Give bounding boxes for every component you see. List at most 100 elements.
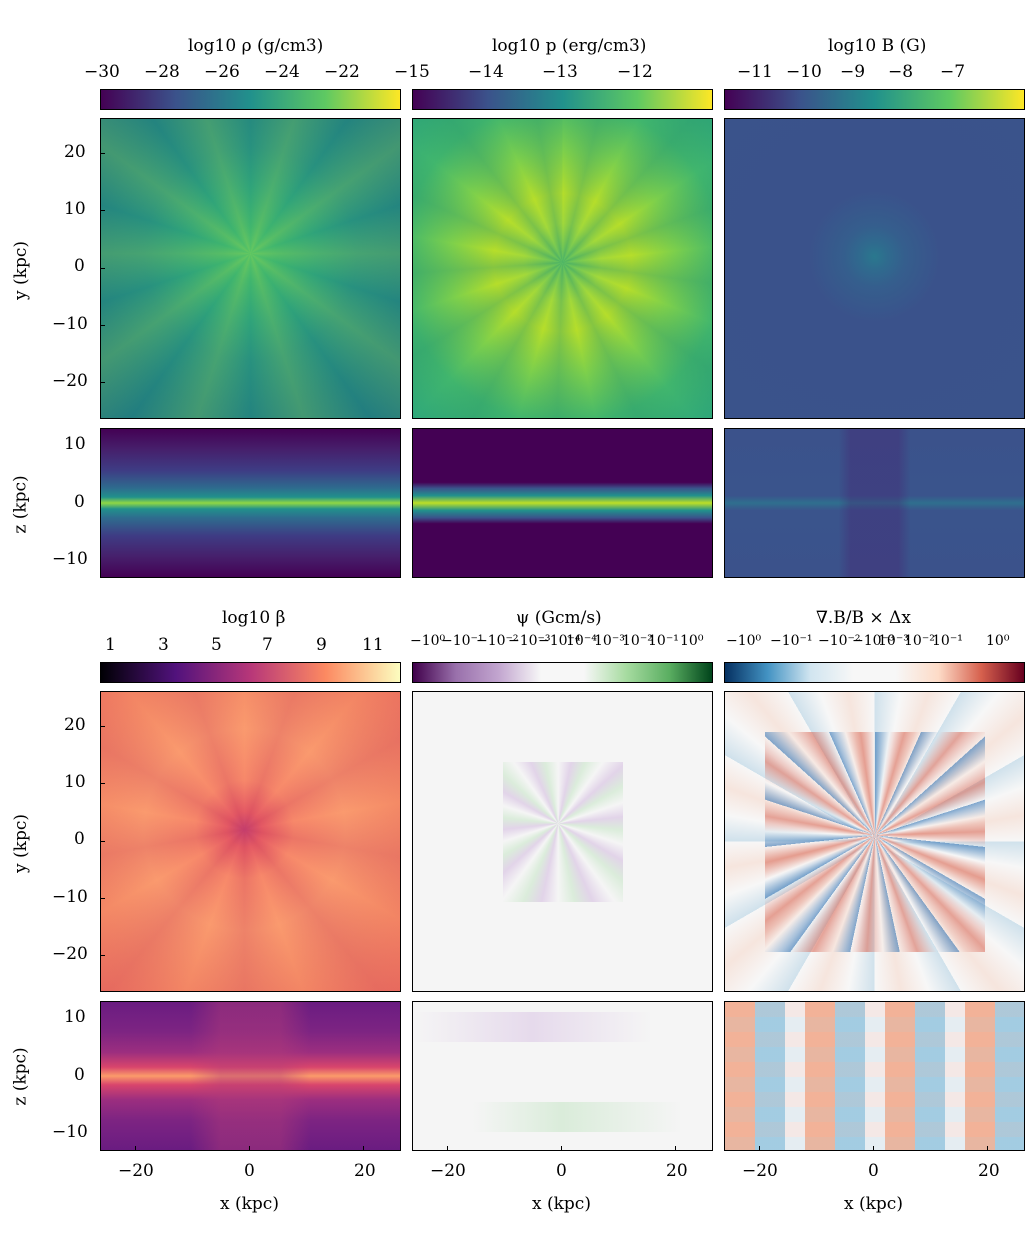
x-axis-label: x (kpc) [220,1194,279,1214]
y-axis-label: y (kpc) [10,241,31,300]
p-colorbar-title: log10 p (erg/cm3) [492,36,647,56]
x-tick-mark [363,1146,364,1151]
x-tick-label: 0 [556,1161,567,1181]
psi-cbar-tick: 10⁻² [622,633,653,649]
beta-cbar-tick: 5 [211,635,222,655]
psi-cbar-tick: −10⁻⁴ [538,633,581,649]
y-tick-label: 0 [74,256,85,276]
x-tick-mark [447,1146,448,1151]
psi-face-on-map [412,691,713,992]
y-tick-mark [100,210,105,211]
divb-cbar-tick: −10⁻¹ [770,633,813,649]
B-cbar-tick: −11 [737,62,773,82]
B-cbar-tick: −10 [786,62,822,82]
x-tick-mark [675,1146,676,1151]
z-tick-label: −10 [52,549,88,569]
rho-cbar-tick: −28 [144,62,180,82]
rho-cbar-tick: −26 [204,62,240,82]
x-tick-mark [249,1146,250,1151]
divb-cbar-tick: −10⁻³ [852,633,895,649]
x-tick-mark [561,1146,562,1151]
divb-face-on-map [724,691,1025,992]
rho-colorbar [100,89,401,110]
y-tick-mark [100,268,105,269]
divb-cbar-tick: −10⁻² [818,633,861,649]
rho-cbar-tick: −24 [264,62,300,82]
y-tick-mark [100,898,105,899]
beta-cbar-tick: 3 [158,635,169,655]
x-tick-mark [759,1146,760,1151]
B-colorbar-title: log10 B (G) [828,36,927,56]
x-axis-label: x (kpc) [844,1194,903,1214]
x-tick-label: 20 [978,1161,1000,1181]
x-tick-label: −20 [430,1161,466,1181]
psi-cbar-tick: −10⁻¹ [441,633,484,649]
beta-cbar-tick: 1 [105,635,116,655]
y-tick-label: 20 [64,715,86,735]
rho-edge-on-map [100,428,401,578]
x-tick-label: 20 [354,1161,376,1181]
B-face-on-map [724,118,1025,419]
z-tick-label: 0 [74,1065,85,1085]
y-tick-label: −20 [52,371,88,391]
psi-cbar-tick: −10⁻² [476,633,519,649]
z-axis-label: z (kpc) [10,1047,31,1106]
p-cbar-tick: −13 [542,62,578,82]
B-cbar-tick: −7 [940,62,966,82]
divb-cbar-tick: 10⁰ [986,633,1010,649]
x-tick-mark [135,1146,136,1151]
p-edge-on-map [412,428,713,578]
y-tick-mark [100,325,105,326]
y-tick-label: −10 [52,314,88,334]
y-axis-label: y (kpc) [10,814,31,873]
y-tick-label: 10 [64,772,86,792]
z-tick-label: −10 [52,1122,88,1142]
divb-cbar-tick: 10⁻³ [878,633,909,649]
psi-cbar-tick: 10⁻⁴ [566,633,597,649]
B-edge-on-map [724,428,1025,578]
p-face-on-map [412,118,713,419]
divb-edge-on-map [724,1001,1025,1151]
y-tick-label: 0 [74,829,85,849]
divb-cbar-tick: 10⁻² [904,633,935,649]
psi-cbar-tick: 10⁻³ [594,633,625,649]
beta-colorbar-title: log10 β [222,608,286,628]
x-tick-label: 0 [868,1161,879,1181]
psi-colorbar [412,662,713,683]
y-tick-label: −10 [52,887,88,907]
y-tick-mark [100,382,105,383]
z-tick-label: 10 [64,434,86,454]
y-tick-label: 20 [64,142,86,162]
x-tick-label: −20 [742,1161,778,1181]
rho-cbar-tick: −30 [84,62,120,82]
psi-colorbar-title: ψ (Gcm/s) [516,608,602,628]
psi-edge-on-map [412,1001,713,1151]
z-tick-label: 0 [74,492,85,512]
y-tick-mark [100,726,105,727]
rho-face-on-map [100,118,401,419]
psi-cbar-tick: −10⁻³ [508,633,551,649]
p-colorbar [412,89,713,110]
beta-colorbar [100,662,401,683]
p-cbar-tick: −14 [468,62,504,82]
y-tick-mark [100,783,105,784]
x-tick-label: 20 [666,1161,688,1181]
y-tick-mark [100,955,105,956]
rho-colorbar-title: log10 ρ (g/cm3) [188,36,324,56]
B-colorbar [724,89,1025,110]
beta-cbar-tick: 11 [362,635,384,655]
z-axis-label: z (kpc) [10,475,31,534]
divb-colorbar [724,662,1025,683]
beta-face-on-map [100,691,401,992]
y-tick-label: 10 [64,199,86,219]
x-axis-label: x (kpc) [532,1194,591,1214]
divb-cbar-tick: 10⁻¹ [932,633,963,649]
beta-cbar-tick: 9 [316,635,327,655]
y-tick-mark [100,841,105,842]
y-tick-label: −20 [52,944,88,964]
psi-cbar-tick: −10⁰ [410,633,446,649]
p-cbar-tick: −12 [617,62,653,82]
beta-cbar-tick: 7 [262,635,273,655]
beta-edge-on-map [100,1001,401,1151]
psi-cbar-tick: 10⁰ [680,633,704,649]
